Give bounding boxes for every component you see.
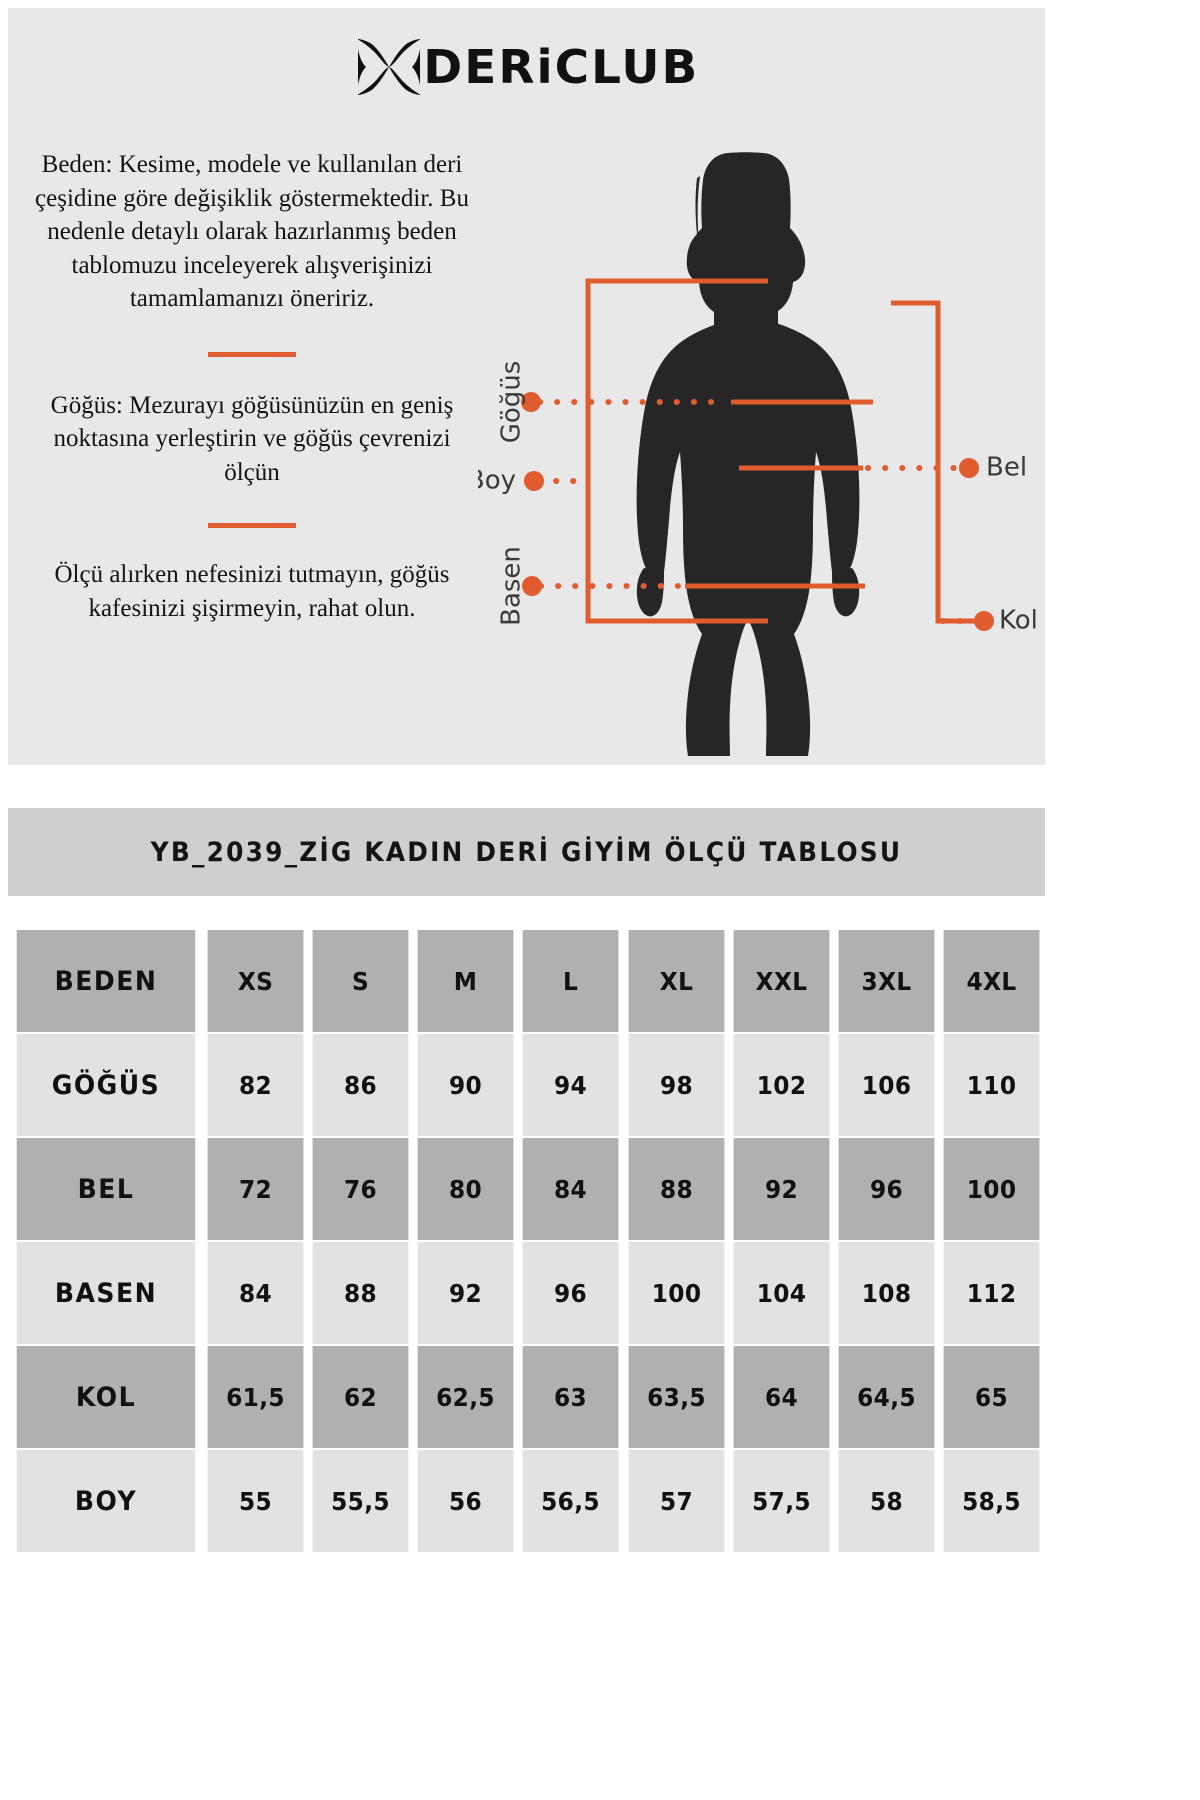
cell-gogus-3xl: 106 <box>838 1034 935 1136</box>
cell-bel-s: 76 <box>312 1138 409 1240</box>
cell-gogus-4xl: 110 <box>943 1034 1040 1136</box>
cell-boy-l: 56,5 <box>522 1450 619 1552</box>
cell-basen-m: 92 <box>417 1242 514 1344</box>
body-measurement-diagram: Göğüs Boy Basen Bel Kol <box>478 8 1045 765</box>
cell-basen-l: 96 <box>522 1242 619 1344</box>
butterfly-x-mark-icon <box>357 39 422 95</box>
sleeve-point-marker <box>974 611 994 631</box>
brand-name: DERiCLUB <box>423 40 700 94</box>
cell-boy-4xl: 58,5 <box>943 1450 1040 1552</box>
brand-logo: DERiCLUB <box>8 38 1045 96</box>
size-table: BEDEN XS S M L XL XXL 3XL 4XL GÖĞÜS 82 8… <box>8 928 1045 1554</box>
cell-boy-xxl: 57,5 <box>733 1450 830 1552</box>
table-row: GÖĞÜS 82 86 90 94 98 102 106 110 <box>10 1034 1043 1136</box>
cell-kol-l: 63 <box>522 1346 619 1448</box>
female-silhouette <box>636 152 860 756</box>
table-row-header: BEDEN XS S M L XL XXL 3XL 4XL <box>10 930 1043 1032</box>
cell-gogus-l: 94 <box>522 1034 619 1136</box>
chest-point-marker <box>521 392 541 412</box>
cell-gogus-xl: 98 <box>628 1034 725 1136</box>
cell-gogus-xxl: 102 <box>733 1034 830 1136</box>
label-waist: Bel <box>986 453 1027 483</box>
cell-gogus-xs: 82 <box>207 1034 304 1136</box>
cell-bel-m: 80 <box>417 1138 514 1240</box>
cell-bel-l: 84 <box>522 1138 619 1240</box>
cell-kol-3xl: 64,5 <box>838 1346 935 1448</box>
table-header-size-xs: XS <box>207 930 304 1032</box>
row-label-bel: BEL <box>16 1138 196 1240</box>
row-label-boy: BOY <box>16 1450 196 1552</box>
cell-boy-xs: 55 <box>207 1450 304 1552</box>
cell-basen-4xl: 112 <box>943 1242 1040 1344</box>
label-sleeve: Kol <box>999 606 1038 636</box>
cell-gogus-s: 86 <box>312 1034 409 1136</box>
height-point-marker <box>524 471 544 491</box>
table-header-size-m: M <box>417 930 514 1032</box>
divider-2 <box>208 523 296 528</box>
cell-bel-3xl: 96 <box>838 1138 935 1240</box>
cell-bel-xs: 72 <box>207 1138 304 1240</box>
cell-basen-xl: 100 <box>628 1242 725 1344</box>
table-row: BOY 55 55,5 56 56,5 57 57,5 58 58,5 <box>10 1450 1043 1552</box>
table-row: KOL 61,5 62 62,5 63 63,5 64 64,5 65 <box>10 1346 1043 1448</box>
size-table-title-bar: YB_2039_ZİG KADIN DERİ GİYİM ÖLÇÜ TABLOS… <box>8 808 1045 896</box>
cell-basen-s: 88 <box>312 1242 409 1344</box>
measurement-info-text: Beden: Kesime, modele ve kullanılan deri… <box>26 148 478 625</box>
cell-kol-s: 62 <box>312 1346 409 1448</box>
cell-boy-xl: 57 <box>628 1450 725 1552</box>
cell-basen-3xl: 108 <box>838 1242 935 1344</box>
size-table-title: YB_2039_ZİG KADIN DERİ GİYİM ÖLÇÜ TABLOS… <box>150 836 903 868</box>
cell-basen-xxl: 104 <box>733 1242 830 1344</box>
table-header-size-s: S <box>312 930 409 1032</box>
info-panel: DERiCLUB Beden: Kesime, modele ve kullan… <box>8 8 1045 765</box>
cell-gogus-m: 90 <box>417 1034 514 1136</box>
label-hip: Basen <box>497 546 527 626</box>
divider-1 <box>208 351 296 357</box>
info-paragraph-2: Göğüs: Mezurayı göğüsünüzün en geniş nok… <box>50 391 454 486</box>
cell-bel-4xl: 100 <box>943 1138 1040 1240</box>
table-header-beden: BEDEN <box>16 930 196 1032</box>
size-table-body: BEDEN XS S M L XL XXL 3XL 4XL GÖĞÜS 82 8… <box>10 930 1043 1552</box>
cell-kol-xs: 61,5 <box>207 1346 304 1448</box>
cell-bel-xxl: 92 <box>733 1138 830 1240</box>
table-header-size-xl: XL <box>628 930 725 1032</box>
table-row: BASEN 84 88 92 96 100 104 108 112 <box>10 1242 1043 1344</box>
row-label-kol: KOL <box>16 1346 196 1448</box>
label-chest: Göğüs <box>497 361 527 444</box>
cell-kol-xxl: 64 <box>733 1346 830 1448</box>
waist-point-marker <box>959 458 979 478</box>
cell-kol-m: 62,5 <box>417 1346 514 1448</box>
leg-gap <box>740 620 756 756</box>
row-label-basen: BASEN <box>16 1242 196 1344</box>
table-header-size-xxl: XXL <box>733 930 830 1032</box>
cell-basen-xs: 84 <box>207 1242 304 1344</box>
table-header-size-3xl: 3XL <box>838 930 935 1032</box>
cell-kol-xl: 63,5 <box>628 1346 725 1448</box>
height-bracket-line <box>585 278 768 624</box>
cell-boy-s: 55,5 <box>312 1450 409 1552</box>
cell-boy-m: 56 <box>417 1450 514 1552</box>
row-label-gogus: GÖĞÜS <box>16 1034 196 1136</box>
cell-boy-3xl: 58 <box>838 1450 935 1552</box>
cell-bel-xl: 88 <box>628 1138 725 1240</box>
table-header-size-l: L <box>522 930 619 1032</box>
hip-point-marker <box>522 576 542 596</box>
table-header-size-4xl: 4XL <box>943 930 1040 1032</box>
info-paragraph-1: Beden: Kesime, modele ve kullanılan deri… <box>35 151 469 312</box>
table-row: BEL 72 76 80 84 88 92 96 100 <box>10 1138 1043 1240</box>
label-height: Boy <box>478 466 516 496</box>
cell-kol-4xl: 65 <box>943 1346 1040 1448</box>
info-paragraph-3: Ölçü alırken nefesinizi tutmayın, göğüs … <box>54 561 450 622</box>
